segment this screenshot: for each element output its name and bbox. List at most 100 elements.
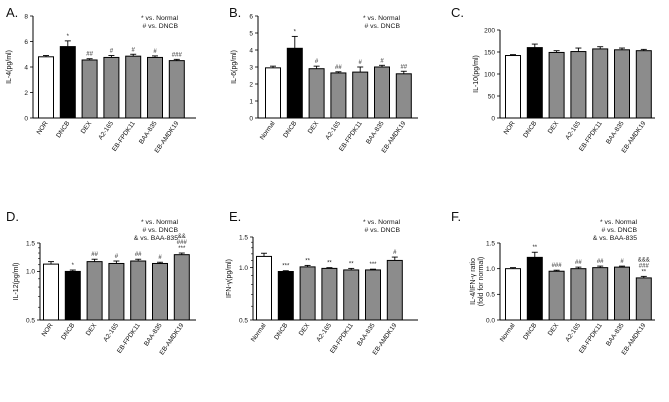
significance-mark: ** — [641, 269, 646, 275]
y-axis-label: IL-4(pg/ml) — [6, 50, 13, 84]
y-tick-label: 1.0 — [239, 265, 248, 272]
significance-mark: # — [380, 58, 384, 64]
bar — [265, 67, 281, 119]
significance-mark: ** — [349, 261, 354, 267]
significance-mark: # — [359, 60, 363, 66]
bar — [81, 59, 98, 119]
significance-mark: ** — [305, 258, 310, 264]
significance-mark: * — [294, 29, 297, 35]
x-tick-label: BAA-835 — [143, 322, 164, 348]
y-tick-label: 1.5 — [26, 240, 35, 247]
bar — [614, 49, 630, 119]
y-tick-label: 6 — [24, 39, 28, 46]
panel-label: C. — [451, 5, 464, 20]
y-tick-label: 0.5 — [486, 292, 495, 299]
x-tick-label: DNCB — [273, 322, 289, 341]
y-axis-label-line: (fold for normal) — [478, 257, 485, 306]
x-tick-label: DNCB — [55, 120, 71, 139]
significance-mark: # — [153, 49, 157, 55]
bar — [256, 255, 272, 321]
bar — [38, 56, 54, 119]
x-tick-label: DNCB — [522, 322, 538, 341]
y-tick-label: 0.0 — [486, 317, 495, 324]
significance-mark: *** — [178, 246, 186, 252]
y-axis-label-line: IL-4/IFN-γ ratio — [470, 258, 477, 305]
significance-mark: *** — [369, 262, 377, 268]
significance-mark: # — [620, 259, 624, 265]
y-axis-label-line: IL-4(pg/ml) — [6, 50, 13, 84]
significance-mark: # — [315, 59, 319, 65]
x-tick-label: A2-165 — [324, 120, 342, 141]
x-tick-label: A2-165 — [97, 120, 115, 141]
significance-mark: # — [393, 250, 397, 256]
x-tick-label: NOR — [36, 120, 50, 136]
bar — [614, 266, 630, 321]
bar — [147, 56, 163, 119]
x-tick-label: Normal — [499, 322, 517, 344]
y-tick-label: 1.0 — [486, 266, 495, 273]
significance-mark: ** — [327, 261, 332, 267]
x-tick-label: BAA-835 — [138, 120, 159, 146]
significance-mark: # — [158, 255, 162, 261]
x-tick-label: Normal — [259, 120, 277, 142]
panel-1: B. 0 1 2 3 4 5 6 IL-6(pg/ml) * vs. Normal# vs. DN… — [229, 5, 418, 154]
legend-entry: * vs. Normal — [363, 15, 401, 22]
x-tick-label: BAA-835 — [365, 120, 386, 146]
bar — [505, 55, 521, 119]
panel-label: F. — [451, 209, 461, 224]
y-tick-label: 4 — [249, 47, 253, 54]
bar — [86, 261, 103, 321]
x-tick-label: BAA-835 — [605, 322, 626, 348]
bar — [321, 267, 338, 321]
bar — [130, 260, 147, 321]
legend-entry: & vs. BAA-835 — [134, 235, 178, 242]
x-tick-label: DNCB — [282, 120, 298, 139]
bar — [343, 269, 360, 321]
bar — [635, 277, 652, 321]
bar — [548, 51, 565, 119]
y-tick-label: 50 — [488, 93, 496, 100]
bar — [386, 259, 403, 321]
bar — [59, 46, 76, 119]
y-tick-label: 0 — [24, 115, 28, 122]
y-axis-label-line: IL-6(pg/ml) — [231, 50, 238, 84]
significance-mark: ## — [135, 252, 142, 258]
x-tick-label: A2-165 — [102, 322, 120, 343]
significance-mark: # — [132, 47, 136, 53]
bar — [330, 72, 347, 119]
bar — [299, 266, 316, 321]
significance-mark: ** — [532, 245, 537, 251]
bar — [352, 71, 369, 119]
bar — [286, 47, 303, 119]
significance-mark: # — [110, 49, 114, 55]
x-tick-label: BAA-835 — [356, 322, 377, 348]
panel-label: D. — [6, 209, 19, 224]
y-axis-label: IFN-γ(pg/ml) — [226, 259, 233, 298]
x-tick-label: NOR — [41, 322, 55, 338]
bar — [308, 68, 325, 119]
legend-entry: * vs. Normal — [363, 219, 401, 226]
legend-entry: & vs. BAA-835 — [593, 235, 637, 242]
x-tick-label: DEX — [298, 322, 312, 338]
significance-mark: ## — [597, 259, 604, 265]
bar — [64, 270, 81, 321]
significance-mark: ### — [639, 263, 650, 269]
bar — [635, 50, 652, 119]
significance-mark: ### — [552, 263, 563, 269]
bar — [374, 66, 390, 119]
y-tick-label: 150 — [484, 49, 495, 56]
bar — [592, 48, 609, 119]
bar — [277, 271, 294, 321]
x-tick-label: DEX — [307, 120, 321, 136]
legend-entry: # vs. DNCB — [142, 23, 178, 30]
legend-entry: * vs. Normal — [141, 219, 179, 226]
significance-mark: # — [115, 254, 119, 260]
significance-mark: ## — [91, 252, 98, 258]
y-tick-label: 1.0 — [26, 269, 35, 276]
y-tick-label: 5 — [249, 30, 253, 37]
bar — [570, 268, 587, 321]
bar — [152, 262, 168, 321]
x-tick-label: EB-FPDK11 — [329, 322, 355, 355]
bar — [125, 55, 142, 119]
significance-mark: * — [67, 34, 70, 40]
